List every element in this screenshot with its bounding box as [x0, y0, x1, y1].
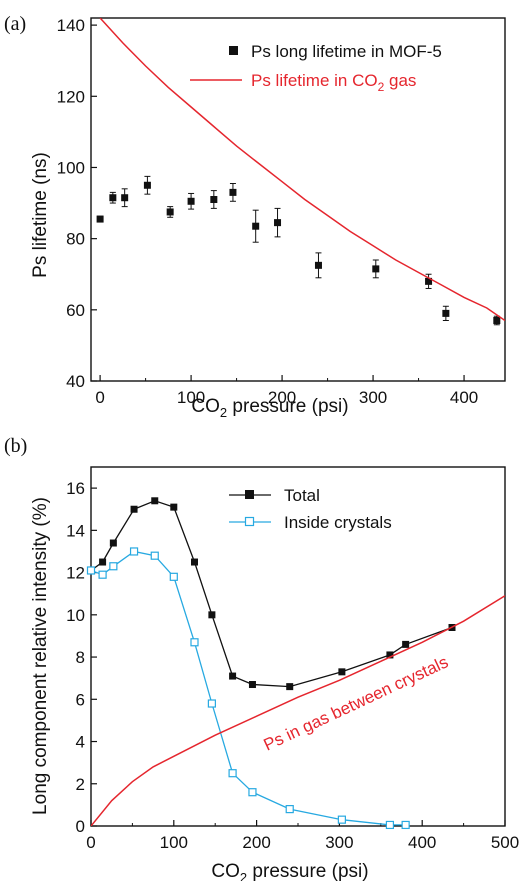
panel-b-series-1-point	[285, 805, 294, 814]
legend-label-inside-crystals: Inside crystals	[284, 513, 392, 532]
panel-b-series-0-point	[99, 558, 107, 566]
panel-a-series-0-point	[442, 309, 450, 317]
panel-b-series-0-point	[191, 558, 198, 566]
panel-b-series-1-point	[109, 562, 118, 571]
panel-b-legend: Total Inside crystals	[229, 486, 392, 532]
panel-a-chart: (a) Ps long lifetime in MOF-5 Ps lifetim…	[4, 13, 506, 420]
panel-a-series-0-point	[109, 194, 117, 202]
panel-b-series-1-point	[169, 572, 178, 581]
panel-a-series-0-point	[187, 197, 195, 205]
panel-b-series-1-point	[86, 566, 96, 575]
panel-a-series-0-point	[121, 194, 129, 202]
panel-a-plot-frame	[90, 17, 506, 382]
panel-b-y-tick-label: 4	[76, 733, 85, 752]
panel-a-series-0-point	[210, 196, 218, 203]
panel-b-y-axis-title: Long component relative intensity (%)	[30, 497, 51, 815]
panel-b-y-tick-label: 6	[76, 690, 85, 709]
panel-a-y-tick-label: 140	[57, 16, 85, 35]
panel-b-series-1-point	[150, 551, 159, 560]
panel-a-x-tick-label: 400	[450, 388, 478, 407]
legend-label-total: Total	[284, 486, 320, 505]
panel-a-series-0-point	[252, 222, 260, 230]
panel-b-series-2-curve	[91, 595, 505, 826]
panel-a-legend: Ps long lifetime in MOF-5 Ps lifetime in…	[190, 42, 442, 94]
panel-a-x-axis-title: CO2 pressure (psi)	[191, 396, 348, 420]
panel-b-series-0-point	[208, 611, 216, 619]
legend-marker-ps-long-lifetime	[229, 46, 238, 55]
panel-a-series-0-point	[274, 219, 282, 227]
panel-a-x-tick-label: 200	[268, 388, 296, 407]
panel-b-y-tick-label: 2	[76, 775, 85, 794]
panel-b-series-1-point	[129, 547, 139, 556]
panel-a-x-tick-label: 0	[95, 388, 104, 407]
annotation-ps-gas-between-crystals: Ps in gas between crystals	[261, 652, 451, 754]
panel-a-series-1-curve	[99, 18, 505, 322]
panel-b-y-tick-label: 12	[66, 564, 85, 583]
panel-b-x-tick-label: 500	[491, 833, 519, 852]
panel-b-series-0-point	[338, 668, 346, 676]
panel-b-x-tick-label: 200	[242, 833, 270, 852]
legend-label-ps-long-lifetime: Ps long lifetime in MOF-5	[251, 42, 442, 61]
panel-b-x-tick-label: 0	[86, 833, 95, 852]
panel-b-series-0-point	[386, 651, 394, 659]
panel-b-series-0-point	[248, 681, 256, 689]
panel-b-series-1-point	[248, 788, 257, 797]
panel-a-series-0-point	[166, 208, 174, 216]
panel-b-series-0-point	[109, 539, 117, 547]
panel-a-y-tick-label: 100	[57, 158, 85, 177]
panel-b-x-tick-label: 400	[408, 833, 436, 852]
panel-b-series-0-line	[90, 500, 453, 688]
panel-b-series-0-point	[402, 640, 410, 648]
panel-a-x-tick-label: 300	[359, 388, 387, 407]
panel-a-series-0-point	[425, 277, 433, 285]
panel-b-series-0-point	[170, 503, 178, 511]
panel-a-label: (a)	[4, 13, 26, 35]
legend-label-ps-gas: Ps lifetime in CO2 gas	[251, 71, 416, 94]
panel-b-series-1-point	[337, 815, 346, 824]
panel-b-series-1-point	[190, 638, 199, 647]
panel-b-x-tick-label: 100	[160, 833, 188, 852]
panel-b-series-1-point	[228, 769, 237, 778]
legend-marker-inside-crystals	[244, 516, 255, 527]
panel-a-y-axis-title: Ps lifetime (ns)	[30, 152, 51, 278]
panel-b-series-1-line	[90, 550, 406, 826]
panel-b-y-tick-label: 10	[66, 606, 85, 625]
panel-b-chart: (b) Total Inside crystals Ps in gas betw…	[4, 435, 519, 881]
panel-b-x-axis-title: CO2 pressure (psi)	[211, 861, 368, 881]
panel-a-y-tick-label: 120	[57, 87, 85, 106]
panel-b-x-tick-label: 300	[325, 833, 353, 852]
panel-b-label: (b)	[4, 435, 27, 457]
panel-b-y-tick-label: 14	[66, 521, 85, 540]
panel-a-series-0-point	[96, 215, 104, 223]
panel-a-series-0-point	[372, 265, 380, 273]
panel-a-x-tick-label: 100	[177, 388, 205, 407]
panel-b-series-0-point	[229, 672, 237, 680]
panel-b-series-1-point	[385, 820, 395, 830]
legend-marker-total	[245, 490, 254, 499]
panel-b-y-tick-label: 8	[76, 648, 85, 667]
panel-b-series-1-point	[401, 820, 410, 830]
panel-b-series-1-point	[207, 699, 216, 708]
panel-b-y-tick-label: 0	[76, 817, 85, 836]
panel-a-y-tick-label: 80	[66, 230, 85, 249]
panel-a-series-0-point	[229, 188, 237, 196]
panel-a-y-tick-label: 60	[66, 301, 85, 320]
panel-a-y-tick-label: 40	[66, 372, 85, 391]
panel-b-series-0-point	[286, 683, 294, 691]
panel-b-series-0-point	[151, 497, 159, 505]
panel-a-series-0-point	[143, 181, 151, 189]
panel-a-series-0-point	[314, 261, 322, 269]
panel-a-series-0-point	[493, 317, 501, 324]
panel-b-series-1-point	[98, 570, 107, 579]
panel-b-series-0-point	[130, 505, 138, 513]
panel-b-y-tick-label: 16	[66, 479, 85, 498]
